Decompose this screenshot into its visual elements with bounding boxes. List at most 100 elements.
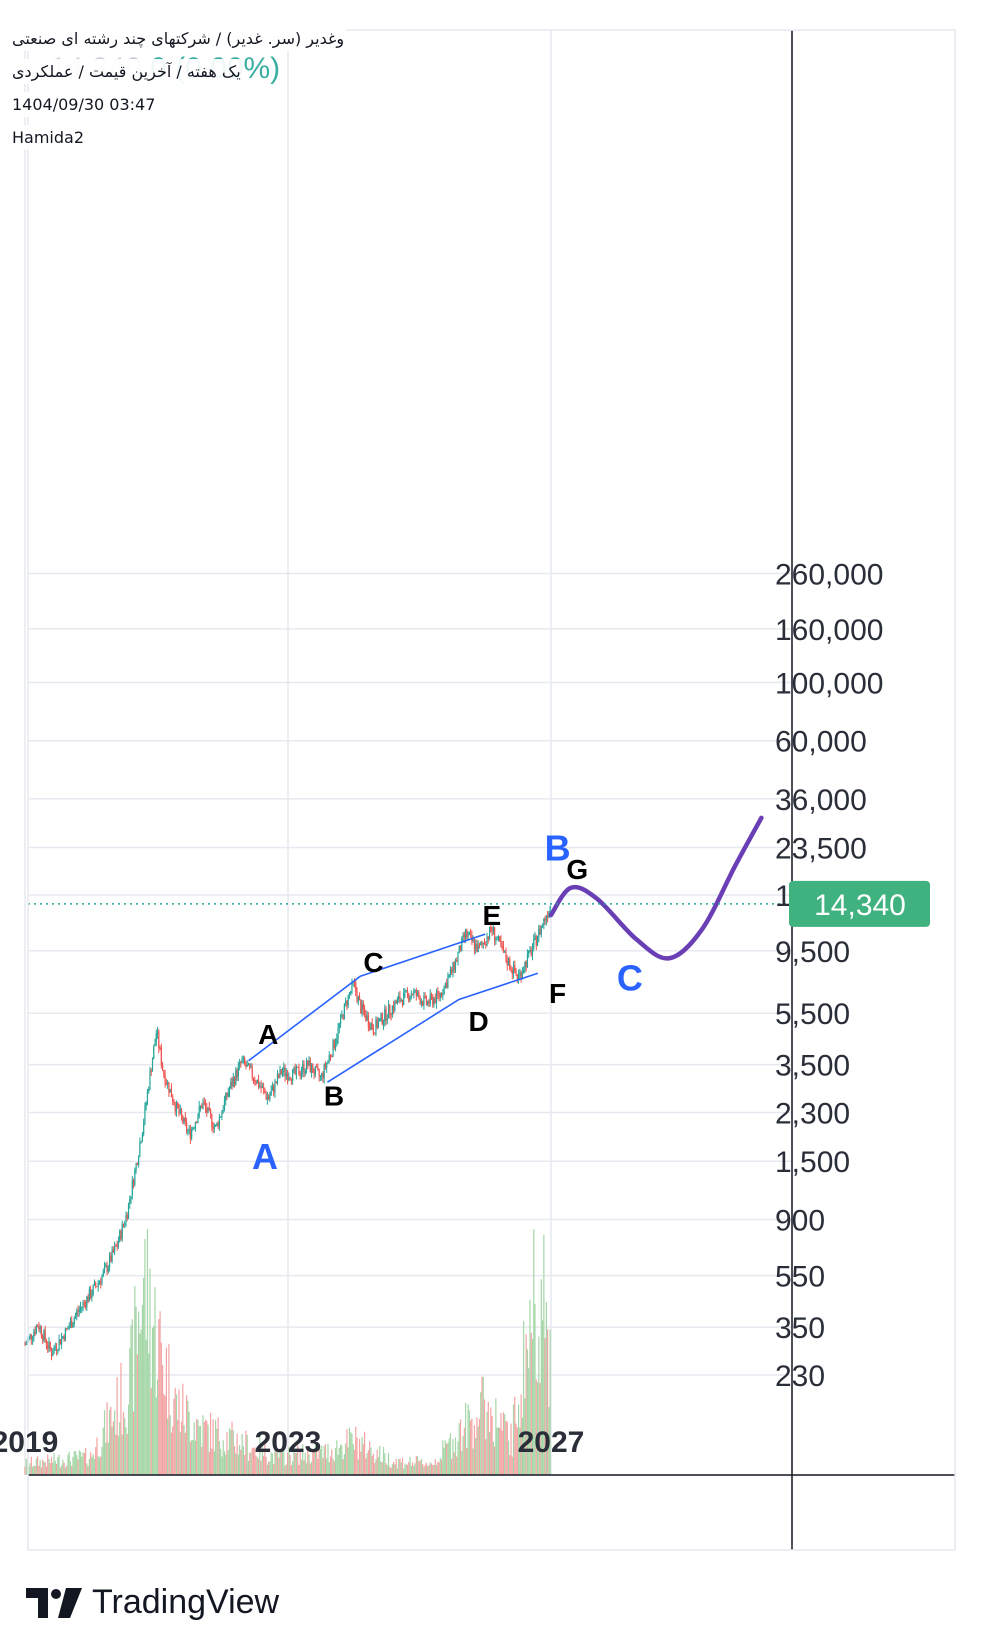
last-price-value: 14,340 <box>814 889 906 922</box>
volume-bar <box>138 1311 140 1475</box>
candle-body <box>151 1059 154 1072</box>
volume-bar <box>24 1466 26 1475</box>
candle-body <box>360 1000 362 1014</box>
candle-body <box>191 1129 193 1139</box>
volume-bar <box>504 1414 506 1475</box>
volume-bar <box>352 1444 354 1475</box>
candle-body <box>509 958 511 970</box>
candle-body <box>218 1116 221 1127</box>
volume-bar <box>529 1299 531 1475</box>
candle-body <box>38 1326 40 1330</box>
candle-body <box>143 1123 145 1134</box>
volume-bar <box>485 1439 487 1475</box>
candle-body <box>164 1075 166 1085</box>
volume-bar <box>534 1303 536 1475</box>
volume-bar <box>28 1466 30 1475</box>
wave-label-a: A <box>258 1019 278 1050</box>
volume-bar <box>490 1407 492 1475</box>
y-tick-label: 60,000 <box>775 726 867 759</box>
volume-bar <box>521 1417 523 1475</box>
candle-body <box>77 1311 79 1313</box>
y-tick-label: 550 <box>775 1261 825 1294</box>
candle-body <box>405 990 407 992</box>
candle-body <box>294 1068 296 1074</box>
candle-body <box>250 1067 252 1069</box>
candle-body <box>188 1129 190 1131</box>
volume-bar <box>499 1427 501 1475</box>
volume-bar <box>73 1451 75 1475</box>
candle-body <box>540 926 542 934</box>
candle-body <box>84 1302 87 1308</box>
volume-bar <box>440 1459 443 1475</box>
volume-bar <box>218 1441 221 1475</box>
volume-bar <box>292 1461 294 1475</box>
candle-body <box>222 1110 224 1112</box>
volume-bar <box>538 1336 540 1475</box>
candle-body <box>497 936 499 940</box>
volume-bar <box>254 1447 256 1475</box>
candle-body <box>192 1127 194 1130</box>
volume-bar <box>327 1443 329 1475</box>
volume-bar <box>476 1417 478 1475</box>
volume-bar <box>275 1448 277 1475</box>
candle-body <box>305 1060 308 1072</box>
volume-bar <box>162 1365 164 1475</box>
volume-bar <box>463 1427 465 1475</box>
author-name[interactable]: Hamida2 <box>10 125 87 150</box>
candle-body <box>175 1102 178 1112</box>
volume-bar <box>111 1427 113 1475</box>
time-axis[interactable]: 2019 2023 2027 <box>0 1426 584 1459</box>
candle-body <box>274 1081 276 1093</box>
y-tick-label: 3,500 <box>775 1050 850 1083</box>
candle-body <box>313 1072 315 1075</box>
volume-bar <box>235 1453 237 1475</box>
candle-body <box>322 1073 324 1079</box>
volume-bar <box>129 1347 131 1475</box>
volume-bar <box>288 1446 290 1475</box>
candle-body <box>467 934 469 938</box>
candle-body <box>292 1069 294 1081</box>
volume-bar <box>134 1285 136 1475</box>
candle-body <box>174 1104 176 1112</box>
volume-bar <box>341 1445 343 1475</box>
volume-bar <box>314 1443 316 1475</box>
candle-body <box>440 993 443 997</box>
volume-bar <box>160 1342 162 1475</box>
candle-body <box>129 1199 131 1204</box>
volume-bar <box>393 1462 395 1475</box>
volume-bar <box>336 1440 338 1475</box>
candle-body <box>438 993 440 998</box>
y-tick-label: 230 <box>775 1360 825 1393</box>
candle-body <box>275 1081 277 1084</box>
volume-bar <box>428 1465 430 1475</box>
volume-bar <box>429 1462 431 1475</box>
volume-bar <box>156 1379 159 1475</box>
candle-body <box>327 1060 329 1064</box>
volume-bar <box>404 1463 406 1475</box>
volume-bar <box>501 1430 503 1475</box>
volume-bar <box>47 1454 49 1475</box>
volume-bar <box>357 1459 359 1475</box>
candle-body <box>245 1063 247 1067</box>
candle-body <box>549 906 551 913</box>
volume-bar <box>337 1454 339 1475</box>
volume-bar <box>140 1329 142 1475</box>
candle-body <box>150 1070 152 1072</box>
tradingview-logo[interactable]: TradingView <box>26 1583 279 1622</box>
candle-body <box>300 1071 303 1076</box>
candle-body <box>108 1255 111 1268</box>
volume-bar <box>284 1465 286 1475</box>
candle-body <box>496 939 498 941</box>
price-axis[interactable]: 2303505509001,5002,3003,5005,5009,50015,… <box>775 559 883 1393</box>
volume-bar <box>326 1458 328 1475</box>
candle-body <box>361 1003 363 1014</box>
candle-body <box>504 951 506 953</box>
volume-bar <box>236 1433 238 1475</box>
candle-body <box>312 1064 314 1073</box>
candle-body <box>122 1224 125 1226</box>
candle-body <box>130 1196 132 1200</box>
symbol-title[interactable]: وغدیر (سر. غدیر) / شرکتهای چند رشته ای ص… <box>10 26 347 51</box>
volume-bar <box>201 1446 203 1475</box>
